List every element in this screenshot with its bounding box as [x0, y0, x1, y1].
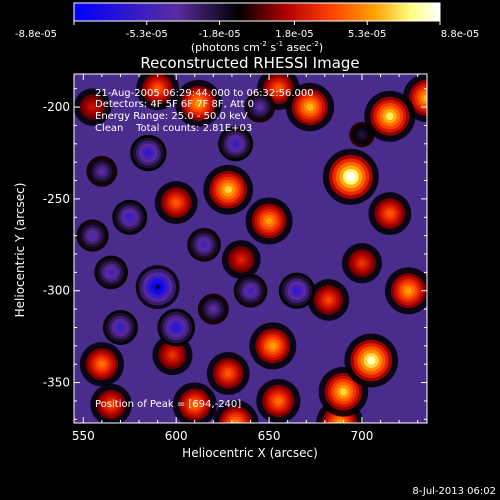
dim-source [233, 273, 268, 308]
colorbar-tick-label: -5.3e-05 [126, 29, 168, 40]
bright-source [341, 243, 383, 284]
heatmap-blobs [74, 74, 427, 423]
colorbar-ticks: -8.8e-05 -5.3e-05 -1.8e-05 1.8e-05 5.3e-05 8.… [15, 21, 479, 40]
dim-source [157, 308, 196, 347]
bright-source [285, 82, 335, 132]
x-axis-label: Heliocentric X (arcsec) [182, 446, 318, 460]
dim-source [244, 91, 276, 123]
bright-source [90, 383, 132, 423]
dim-source [94, 255, 128, 290]
bright-source [364, 90, 416, 142]
bright-source [256, 378, 301, 423]
dim-source [112, 199, 148, 235]
bright-source [206, 351, 250, 395]
bright-source [212, 400, 259, 423]
colorbar-units: (photons cm-2 s-1 asec-2) [191, 40, 323, 54]
bright-source [154, 181, 198, 225]
bright-source [79, 342, 125, 387]
y-tick-label: -250 [43, 192, 70, 206]
y-axis-label: Heliocentric Y (arcsec) [13, 183, 27, 318]
y-tick-label: -300 [43, 284, 70, 298]
heatmap-area [74, 74, 427, 423]
footer-timestamp: 8-Jul-2013 06:02 [412, 486, 496, 497]
bright-source [74, 88, 112, 126]
annotation-total-counts: Clean Total counts: 2.81E+03 [95, 123, 252, 134]
annotation-peak-position: Position of Peak = [694,-240] [95, 399, 241, 410]
bright-source [221, 240, 261, 279]
bright-source [322, 148, 379, 205]
y-tick-label: -350 [43, 376, 70, 390]
dim-source [130, 134, 167, 172]
bright-source [203, 164, 254, 215]
x-tick-label: 700 [351, 429, 374, 443]
x-tick-label: 550 [72, 429, 95, 443]
annotation-energy-range: Energy Range: 25.0 - 50.0 keV [95, 111, 248, 122]
dim-source [187, 228, 221, 262]
y-tick-label: -200 [43, 100, 70, 114]
annotation-detectors: Detectors: 4F 5F 6F 7F 8F, Att 0 [95, 99, 254, 110]
dim-source [278, 272, 316, 309]
x-tick-label: 650 [258, 429, 281, 443]
colorbar-gradient [73, 2, 441, 22]
dim-source [197, 293, 229, 325]
colorbar-tick-label: 5.3e-05 [348, 29, 386, 40]
colorbar-tick-label: 1.8e-05 [275, 29, 313, 40]
dim-source [102, 309, 138, 345]
bright-source [245, 197, 293, 245]
annotation-time-range: 21-Aug-2005 06:29:44.000 to 06:32:56.000 [95, 88, 314, 99]
colorbar: -8.8e-05 -5.3e-05 -1.8e-05 1.8e-05 5.3e-05 8.… [15, 2, 479, 54]
x-tick-label: 600 [165, 429, 188, 443]
dim-source [218, 126, 254, 162]
minimum-marker [155, 285, 160, 290]
chart-title: Reconstructed RHESSI Image [140, 54, 359, 72]
colorbar-tick-label: -1.8e-05 [199, 29, 241, 40]
bright-source [249, 322, 297, 370]
axes: 550 600 650 700 -350 -300 -250 -200 [43, 74, 427, 443]
bright-source [384, 267, 427, 315]
colorbar-tick-label: 8.8e-05 [441, 29, 479, 40]
bright-source [174, 79, 222, 127]
bright-source [368, 192, 412, 236]
bright-source [344, 333, 399, 388]
dim-source [86, 155, 118, 187]
annotations: 21-Aug-2005 06:29:44.000 to 06:32:56.000… [95, 88, 314, 410]
dim-source [76, 219, 109, 252]
colorbar-tick-label: -8.8e-05 [15, 29, 57, 40]
bright-source [136, 74, 180, 111]
bright-source [172, 382, 217, 423]
bright-source [307, 279, 350, 321]
